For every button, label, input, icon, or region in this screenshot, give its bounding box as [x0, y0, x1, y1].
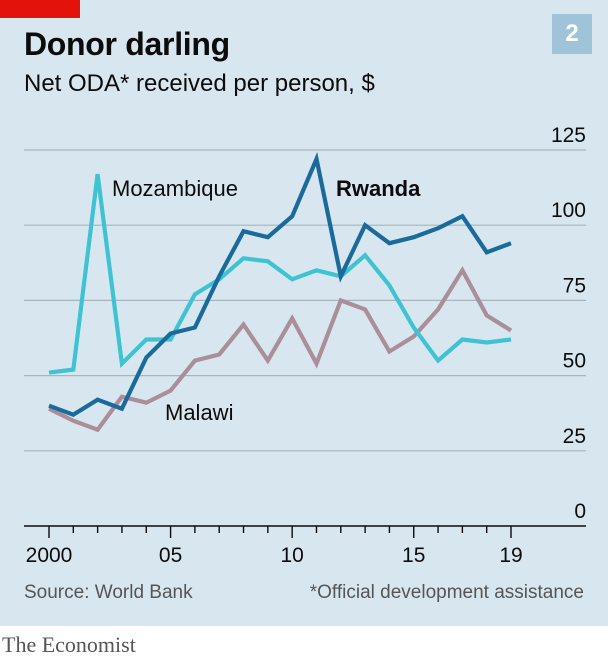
y-tick-label: 0: [574, 500, 586, 523]
series-label-rwanda: Rwanda: [336, 176, 421, 201]
x-tick-label: 2000: [26, 544, 73, 567]
chart-panel: Donor darling Net ODA* received per pers…: [0, 0, 608, 626]
y-tick-label: 75: [563, 274, 586, 297]
brand-tag: [0, 0, 80, 18]
y-tick-label: 50: [563, 350, 586, 373]
source-note: Source: World Bank: [24, 582, 193, 603]
series-line-mozambique: [48, 173, 512, 375]
grid-lines: [24, 149, 586, 527]
x-tick-label: 05: [159, 544, 182, 567]
x-tick-label: 15: [402, 544, 425, 567]
y-axis-ticks: 0 25 50 75 100 125: [551, 124, 586, 523]
footnote: *Official development assistance: [309, 582, 584, 603]
x-tick-label: 10: [280, 544, 303, 567]
line-chart: 0 25 50 75 100 125 2000 05 10 15 19 Malawi Mozambi…: [24, 124, 586, 567]
chart-subtitle: Net ODA* received per person, $: [24, 70, 375, 97]
series-label-malawi: Malawi: [165, 400, 233, 425]
x-axis: 2000 05 10 15 19: [26, 526, 523, 567]
brand-wordmark: The Economist: [2, 632, 136, 657]
chart-title: Donor darling: [24, 26, 230, 62]
y-tick-label: 125: [551, 124, 586, 147]
series-label-mozambique: Mozambique: [112, 176, 238, 201]
y-tick-label: 25: [563, 425, 586, 448]
series-labels: Malawi Mozambique Rwanda: [112, 176, 421, 425]
series-line-rwanda: [48, 151, 512, 418]
x-tick-label: 19: [499, 544, 522, 567]
chart-number-badge: 2: [552, 14, 592, 54]
series-lines: [48, 151, 513, 433]
y-tick-label: 100: [551, 199, 586, 222]
